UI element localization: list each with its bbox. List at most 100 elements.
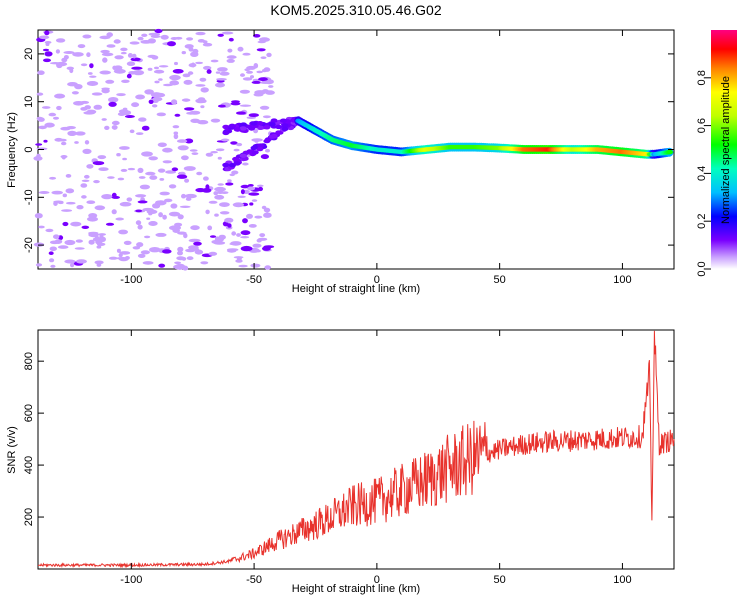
- speckle-point: [82, 148, 92, 154]
- arm-point: [229, 123, 236, 129]
- speckle-point: [184, 44, 194, 49]
- speckle-point: [216, 78, 227, 81]
- speckle-point: [231, 231, 237, 236]
- speckle-point: [210, 118, 221, 123]
- speckle-point: [43, 58, 51, 63]
- speckle-point: [197, 97, 206, 102]
- speckle-point: [240, 184, 250, 189]
- speckle-point: [49, 258, 55, 263]
- arm-point: [281, 123, 289, 128]
- speckle-point: [194, 249, 204, 255]
- speckle-point: [142, 207, 154, 212]
- speckle-point: [176, 139, 188, 143]
- speckle-point: [177, 246, 184, 252]
- speckle-point: [108, 97, 119, 103]
- speckle-point: [240, 230, 251, 236]
- speckle-point: [139, 184, 150, 190]
- speckle-point: [182, 73, 191, 78]
- x-tick-label: 50: [494, 274, 506, 286]
- speckle-point: [92, 161, 105, 166]
- speckle-point: [230, 141, 238, 145]
- speckle-point: [230, 241, 242, 246]
- speckle-point: [86, 164, 94, 169]
- colorbar-gradient: [711, 30, 737, 269]
- speckle-point: [260, 56, 267, 59]
- speckle-point: [86, 52, 91, 58]
- speckle-point: [104, 125, 110, 130]
- speckle-point: [174, 61, 178, 66]
- speckle-point: [145, 171, 156, 176]
- y-tick-label: -20: [23, 237, 35, 253]
- speckle-point: [217, 156, 222, 160]
- speckle-point: [173, 131, 179, 135]
- x-tick-label: -50: [246, 574, 262, 586]
- speckle-point: [66, 201, 76, 205]
- speckle-point: [53, 116, 59, 120]
- speckle-point: [120, 47, 128, 52]
- speckle-point: [214, 213, 219, 217]
- speckle-point: [61, 141, 67, 146]
- speckle-point: [119, 251, 131, 255]
- speckle-point: [229, 173, 235, 177]
- speckle-point: [113, 39, 121, 44]
- speckle-point: [101, 118, 107, 121]
- speckle-point: [137, 167, 144, 173]
- speckle-point: [170, 203, 178, 209]
- speckle-point: [137, 200, 148, 204]
- speckle-point: [240, 189, 245, 195]
- speckle-point: [105, 79, 115, 84]
- speckle-point: [205, 152, 214, 157]
- x-tick-label: 100: [613, 574, 631, 586]
- speckle-point: [37, 117, 45, 122]
- speckle-point: [172, 125, 180, 129]
- y-tick-label: 600: [23, 404, 35, 422]
- speckle-point: [172, 82, 179, 85]
- speckle-point: [121, 79, 130, 84]
- speckle-point: [227, 48, 233, 53]
- speckle-point: [130, 57, 141, 62]
- speckle-point: [144, 89, 154, 95]
- speckle-point: [66, 66, 75, 71]
- speckle-point: [187, 71, 194, 75]
- speckle-point: [184, 193, 197, 199]
- y-tick-label: 0: [23, 146, 35, 152]
- speckle-point: [117, 177, 125, 181]
- speckle-point: [236, 233, 241, 237]
- speckle-point: [174, 113, 181, 117]
- speckle-point: [81, 225, 90, 229]
- speckle-point: [182, 265, 189, 271]
- arm-point: [257, 125, 265, 130]
- y-tick-label: -10: [23, 189, 35, 205]
- speckle-point: [253, 34, 261, 38]
- snr-panel: -100 -50 0 50 100 200 400 600 800 Height of str…: [6, 329, 675, 595]
- arm-point: [240, 122, 247, 127]
- speckle-point: [171, 99, 178, 105]
- speckle-point: [123, 240, 132, 245]
- speckle-point: [54, 93, 66, 99]
- speckle-point: [88, 239, 95, 245]
- speckle-point: [250, 263, 261, 268]
- speckle-point: [96, 245, 102, 249]
- speckle-point: [207, 225, 213, 231]
- speckle-point: [33, 156, 43, 161]
- speckle-point: [186, 37, 194, 41]
- speckle-point: [149, 247, 161, 253]
- arm-point: [268, 122, 276, 127]
- speckle-point: [38, 225, 45, 229]
- snr-x-axis: -100 -50 0 50 100: [120, 330, 632, 586]
- speckle-point: [108, 101, 117, 107]
- speckle-point: [195, 61, 204, 65]
- speckle-point: [150, 92, 162, 98]
- snr-x-label: Height of straight line (km): [292, 583, 420, 595]
- speckle-point: [116, 248, 121, 253]
- speckle-point: [239, 104, 252, 107]
- speckle-point: [265, 148, 270, 153]
- speckle-point: [226, 55, 237, 59]
- speckle-point: [41, 106, 51, 109]
- speckle-point: [240, 73, 245, 77]
- speckle-point: [120, 51, 127, 55]
- speckle-point: [235, 259, 243, 263]
- snr-y-label: SNR (v/v): [6, 426, 18, 474]
- speckle-point: [238, 264, 248, 268]
- speckle-point: [120, 168, 128, 172]
